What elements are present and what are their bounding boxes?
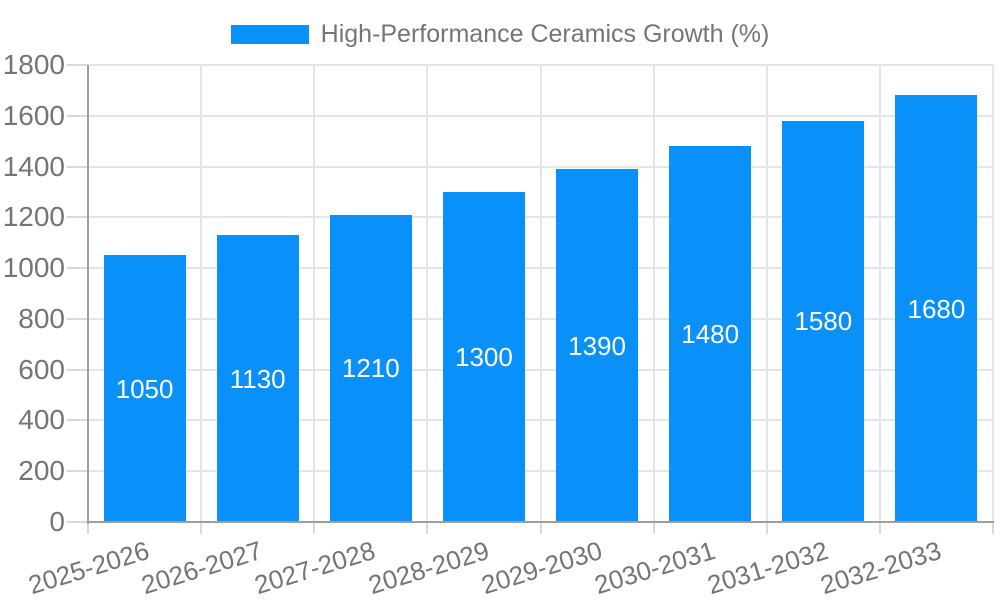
x-tick <box>539 522 542 534</box>
y-tick <box>67 419 88 422</box>
bar-value-label: 1580 <box>794 306 853 337</box>
y-tick <box>67 317 88 320</box>
x-tick-label: 2026-2027 <box>138 535 266 600</box>
y-tick-label: 600 <box>18 353 65 385</box>
x-tick-label: 2027-2028 <box>251 535 379 600</box>
x-tick <box>878 522 881 534</box>
y-tick <box>67 114 88 117</box>
y-tick-label: 1400 <box>2 150 65 182</box>
x-tick <box>426 522 429 534</box>
legend-item[interactable]: High-Performance Ceramics Growth (%) <box>230 20 770 48</box>
x-tick-label: 2032-2033 <box>816 535 945 600</box>
bar-value-label: 1390 <box>568 330 626 361</box>
x-tick <box>765 522 768 534</box>
legend: High-Performance Ceramics Growth (%) <box>0 22 1000 47</box>
legend-label: High-Performance Ceramics Growth (%) <box>320 20 770 48</box>
bar-value-label: 1680 <box>907 293 966 324</box>
y-tick <box>67 267 88 270</box>
x-tick-label: 2025-2026 <box>25 535 153 600</box>
y-tick-label: 0 <box>49 506 65 537</box>
x-tick-label: 2031-2032 <box>703 535 832 600</box>
y-tick-label: 400 <box>18 404 65 436</box>
bar[interactable] <box>782 120 865 522</box>
x-tick <box>992 522 994 534</box>
x-gridline <box>539 65 542 522</box>
y-tick <box>67 521 88 523</box>
x-gridline <box>200 65 203 522</box>
bar[interactable] <box>329 214 412 522</box>
y-tick <box>67 368 88 371</box>
x-tick-label: 2029-2030 <box>477 535 606 600</box>
x-axis-line <box>87 521 994 523</box>
bar[interactable] <box>442 191 525 522</box>
y-axis-line <box>87 65 89 524</box>
bar[interactable] <box>103 255 186 522</box>
y-tick <box>67 470 88 473</box>
x-tick <box>87 522 89 534</box>
x-tick-label: 2030-2031 <box>590 535 719 600</box>
y-tick-label: 1800 <box>2 49 65 80</box>
x-gridline <box>313 65 316 522</box>
bar-value-label: 1050 <box>115 373 174 404</box>
bar-value-label: 1300 <box>455 341 513 372</box>
x-gridline <box>765 65 768 522</box>
bar-value-label: 1130 <box>229 363 286 394</box>
bar[interactable] <box>669 146 752 522</box>
y-tick <box>67 64 88 66</box>
x-gridline <box>652 65 655 522</box>
x-gridline <box>426 65 429 522</box>
x-tick <box>200 522 203 534</box>
y-tick-label: 1200 <box>2 201 65 233</box>
bar[interactable] <box>216 235 299 522</box>
x-tick <box>313 522 316 534</box>
x-tick-label: 2028-2029 <box>364 535 493 600</box>
bar[interactable] <box>895 95 978 522</box>
y-tick-label: 1000 <box>2 252 65 284</box>
x-tick <box>652 522 655 534</box>
y-tick-label: 200 <box>18 455 65 487</box>
bar[interactable] <box>556 169 639 522</box>
y-tick <box>67 216 88 219</box>
x-gridline <box>992 65 994 522</box>
bar-value-label: 1210 <box>341 353 400 384</box>
x-gridline <box>878 65 881 522</box>
y-tick <box>67 165 88 168</box>
y-tick-label: 800 <box>18 302 65 334</box>
legend-swatch-icon <box>230 25 309 44</box>
y-tick-label: 1600 <box>2 99 65 131</box>
bar-value-label: 1480 <box>681 319 740 350</box>
